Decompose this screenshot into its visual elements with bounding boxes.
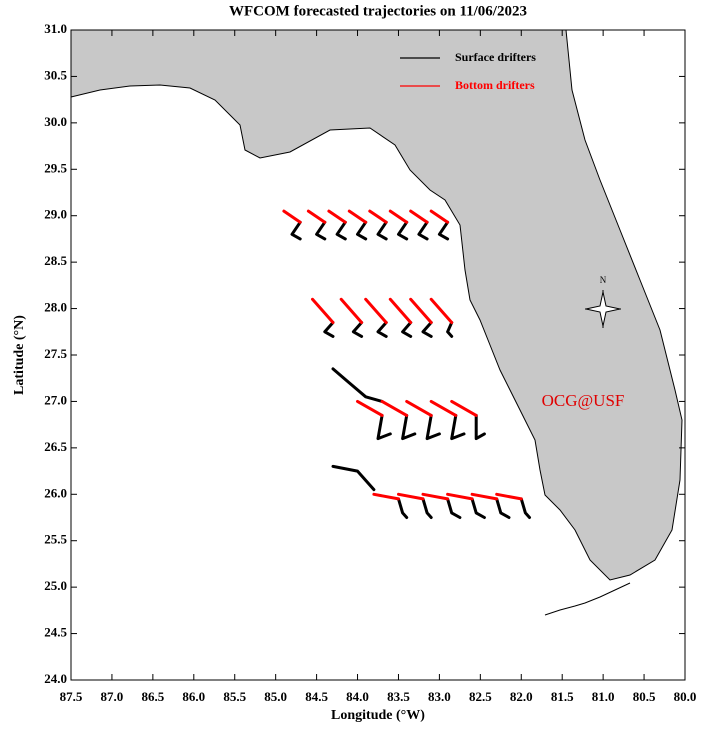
- x-tick-label: 81.5: [551, 689, 574, 704]
- x-tick-label: 81.0: [592, 689, 615, 704]
- y-tick-label: 27.0: [44, 392, 67, 407]
- land: [70, 29, 683, 616]
- y-tick-label: 31.0: [44, 21, 67, 36]
- x-tick-label: 80.5: [633, 689, 656, 704]
- legend-label: Surface drifters: [455, 50, 536, 64]
- y-axis-label: Latitude (°N): [12, 315, 27, 395]
- compass: N: [585, 275, 621, 328]
- keys: [544, 582, 631, 616]
- x-tick-label: 86.0: [182, 689, 205, 704]
- x-axis-label: Longitude (°W): [331, 708, 425, 723]
- y-tick-label: 25.5: [44, 532, 67, 547]
- y-tick-label: 30.5: [44, 67, 67, 82]
- x-tick-label: 85.0: [264, 689, 287, 704]
- y-tick-label: 29.0: [44, 207, 67, 222]
- y-tick-label: 24.0: [44, 671, 67, 686]
- y-tick-label: 28.5: [44, 253, 67, 268]
- x-tick-label: 87.5: [60, 689, 83, 704]
- x-tick-label: 82.0: [510, 689, 533, 704]
- x-tick-label: 80.0: [674, 689, 697, 704]
- florida: [70, 29, 683, 581]
- y-tick-label: 27.5: [44, 346, 67, 361]
- compass-n: N: [600, 275, 607, 285]
- x-tick-label: 83.0: [428, 689, 451, 704]
- legend-label: Bottom drifters: [455, 78, 535, 92]
- y-tick-label: 26.5: [44, 439, 67, 454]
- y-tick-label: 26.0: [44, 485, 67, 500]
- compass-star: [585, 291, 621, 327]
- y-tick-label: 25.0: [44, 578, 67, 593]
- x-tick-label: 83.5: [387, 689, 410, 704]
- chart-title: WFCOM forecasted trajectories on 11/06/2…: [229, 3, 527, 19]
- x-tick-label: 86.5: [141, 689, 164, 704]
- y-tick-label: 29.5: [44, 160, 67, 175]
- y-tick-label: 24.5: [44, 625, 67, 640]
- x-tick-label: 82.5: [469, 689, 492, 704]
- trajectory: [290, 220, 531, 519]
- annotation: OCG@USF: [542, 391, 625, 410]
- x-tick-label: 84.5: [305, 689, 328, 704]
- y-tick-label: 28.0: [44, 300, 67, 315]
- x-tick-label: 87.0: [101, 689, 124, 704]
- trajectory: [282, 209, 523, 501]
- y-tick-label: 30.0: [44, 114, 67, 129]
- x-tick-label: 85.5: [223, 689, 246, 704]
- x-tick-label: 84.0: [346, 689, 369, 704]
